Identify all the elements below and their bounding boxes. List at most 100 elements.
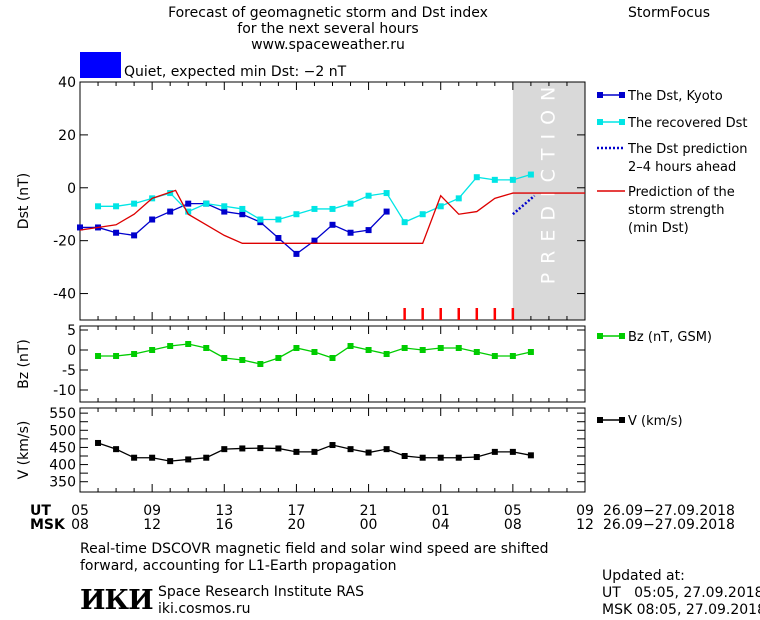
data-point [257,361,264,367]
data-point [257,445,264,452]
data-point [221,208,228,215]
data-point [527,452,534,459]
y-tick-label: -40 [53,287,76,303]
y-tick-label: 5 [67,323,76,339]
data-point [149,347,156,353]
dst-panel: PREDICTION 40 20 0 -20 -40 Dst (nT) [16,75,586,321]
data-point [437,203,444,210]
legend-marker [619,92,625,98]
msk-tick-label: 00 [359,517,378,533]
data-point [203,200,210,207]
y-tick-label: -20 [53,234,76,250]
data-point [347,446,354,453]
data-point [527,349,534,355]
msk-tick-label: 16 [215,517,234,533]
data-point [419,211,426,218]
note-line-2: forward, accounting for L1-Earth propaga… [80,558,397,574]
msk-tick-label: 08 [503,517,522,533]
series-line [512,194,536,216]
ut-tick-label: 09 [576,503,594,519]
legend-label: Prediction of the [628,185,735,200]
data-point [347,200,354,207]
data-point [113,446,120,453]
data-point [131,454,138,461]
data-point [365,347,372,353]
data-point [491,353,498,359]
data-point [221,355,228,361]
ut-axis-label: UT [30,503,51,519]
bz-frame [79,325,586,403]
data-point [509,448,516,455]
status-color-box [80,52,121,78]
y-tick-label: 0 [67,343,76,359]
data-point [149,454,156,461]
bz-panel: 5 0 -5 -10 Bz (nT) [16,323,586,403]
data-point [239,205,246,212]
data-point [293,250,300,257]
data-point [149,216,156,223]
data-point [419,454,426,461]
iki-logo: ИКИ [80,585,154,616]
data-point [185,341,192,347]
series-line [79,189,585,244]
dst-frame [79,81,586,321]
data-point [131,351,138,357]
updated-msk: MSK 08:05, 27.09.2018 [602,602,760,618]
v-frame [79,407,586,493]
ut-tick-label: 01 [431,503,450,519]
y-tick-label: 550 [49,406,76,422]
brand-title: StormFocus [628,5,711,21]
data-point [275,235,282,242]
data-point [131,200,138,207]
msk-tick-label: 08 [71,517,89,533]
legend-label: V (km/s) [628,414,683,429]
data-point [473,174,480,181]
data-point [221,446,228,453]
updated-ut: UT 05:05, 27.09.2018 [602,585,760,601]
legend-marker [619,119,625,125]
data-point [455,195,462,202]
updated-label: Updated at: [602,568,685,584]
y-tick-label: 350 [49,475,76,491]
data-point [437,454,444,461]
data-point [365,192,372,199]
data-point [383,351,390,357]
data-point [167,190,174,197]
data-point [419,347,426,353]
institute-website[interactable]: iki.cosmos.ru [158,601,251,617]
data-point [131,232,138,239]
y-tick-label: -5 [62,363,76,379]
data-point [491,448,498,455]
y-tick-label: -10 [53,383,76,399]
prediction-label: PREDICTION [537,78,559,285]
data-point [383,446,390,453]
y-tick-label: 20 [58,128,76,144]
data-point [347,229,354,236]
data-point [185,456,192,463]
legend-marker [597,119,603,125]
date-range-ut: 26.09−27.09.2018 [603,503,735,519]
status-text: Quiet, expected min Dst: −2 nT [124,64,347,80]
data-point [311,205,318,212]
data-point [239,445,246,452]
legend-marker [619,333,625,339]
data-point [401,219,408,226]
ut-tick-label: 13 [215,503,234,519]
legend-marker [597,92,603,98]
data-point [77,224,83,231]
y-tick-label: 0 [67,181,76,197]
data-point [167,458,174,465]
data-point [167,208,174,215]
data-point [365,227,372,234]
ut-tick-label: 17 [287,503,306,519]
data-point [203,454,210,461]
data-point [329,355,336,361]
msk-tick-label: 12 [576,517,594,533]
data-point [311,237,318,244]
data-point [383,190,390,197]
legend-label: storm strength [628,203,725,218]
legend-marker [619,417,625,423]
data-point [509,176,516,183]
